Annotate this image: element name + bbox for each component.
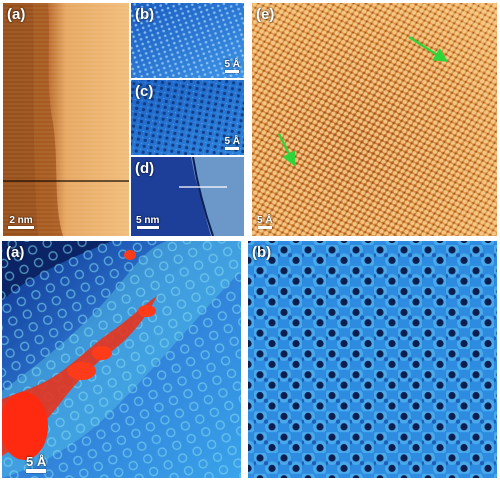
panel-label: (b) bbox=[135, 6, 155, 23]
scale-bar-line bbox=[225, 70, 240, 73]
scale-bar-label: 5 Å bbox=[224, 59, 240, 70]
panel-e-top: (e) 5 Å bbox=[252, 3, 497, 236]
scale-bar-label: 5 Å bbox=[26, 454, 47, 469]
panel-d-top: (d) 5 nm bbox=[131, 157, 244, 236]
scale-bar-label: 5 Å bbox=[224, 136, 240, 147]
green-arrow bbox=[277, 133, 296, 167]
scale-bar-line bbox=[257, 226, 272, 229]
panel-label: (d) bbox=[135, 160, 155, 177]
panel-label: (a) bbox=[6, 244, 25, 261]
panel-c-top: (c) 5 Å bbox=[131, 80, 244, 155]
panel-b-top: (b) 5 Å bbox=[131, 3, 244, 78]
green-arrow bbox=[408, 35, 449, 62]
scale-bar-label: 2 nm bbox=[9, 215, 33, 226]
panel-label: (b) bbox=[252, 244, 272, 261]
scale-bar-line bbox=[225, 147, 240, 150]
scale-bar-label: 5 nm bbox=[136, 215, 160, 226]
panel-label: (a) bbox=[7, 6, 26, 23]
scale-bar: 5 Å bbox=[26, 455, 46, 473]
scale-bar-line bbox=[26, 469, 47, 473]
scale-bar-line bbox=[136, 226, 159, 229]
scale-bar: 5 Å bbox=[224, 59, 240, 73]
scale-bar: 5 nm bbox=[136, 215, 159, 229]
panel-b-bottom: (b) bbox=[248, 241, 497, 478]
scale-bar: 2 nm bbox=[8, 215, 34, 229]
panel-label: (e) bbox=[256, 6, 275, 23]
panel-label: (c) bbox=[135, 83, 154, 100]
panel-a-top: (a) 2 nm bbox=[3, 3, 129, 236]
scale-bar: 5 Å bbox=[224, 136, 240, 150]
scale-bar-label: 5 Å bbox=[257, 215, 273, 226]
scale-bar-line bbox=[8, 226, 34, 229]
scale-bar: 5 Å bbox=[257, 215, 273, 229]
panel-a-bottom: (a) 5 Å bbox=[2, 241, 241, 478]
